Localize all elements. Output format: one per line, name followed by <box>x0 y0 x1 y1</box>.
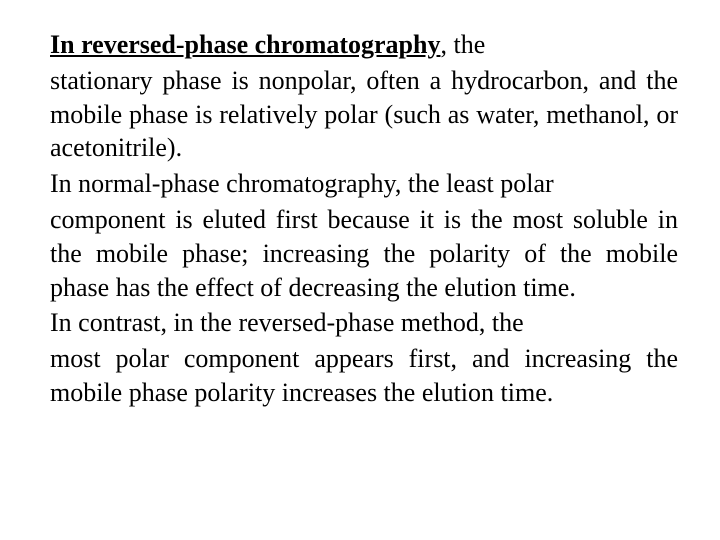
p1-after-lead: , the <box>440 30 485 59</box>
document-body: In reversed-phase chromatography, the st… <box>50 28 678 410</box>
paragraph-3-rest: most polar component appears first, and … <box>50 342 678 410</box>
paragraph-3-line1: In contrast, in the reversed-phase metho… <box>50 306 678 340</box>
paragraph-1-line1: In reversed-phase chromatography, the <box>50 28 678 62</box>
paragraph-1-rest: stationary phase is nonpolar, often a hy… <box>50 64 678 165</box>
paragraph-2-line1: In normal-phase chromatography, the leas… <box>50 167 678 201</box>
paragraph-2-rest: component is eluted first because it is … <box>50 203 678 304</box>
lead-phrase: In reversed-phase chromatography <box>50 30 440 59</box>
